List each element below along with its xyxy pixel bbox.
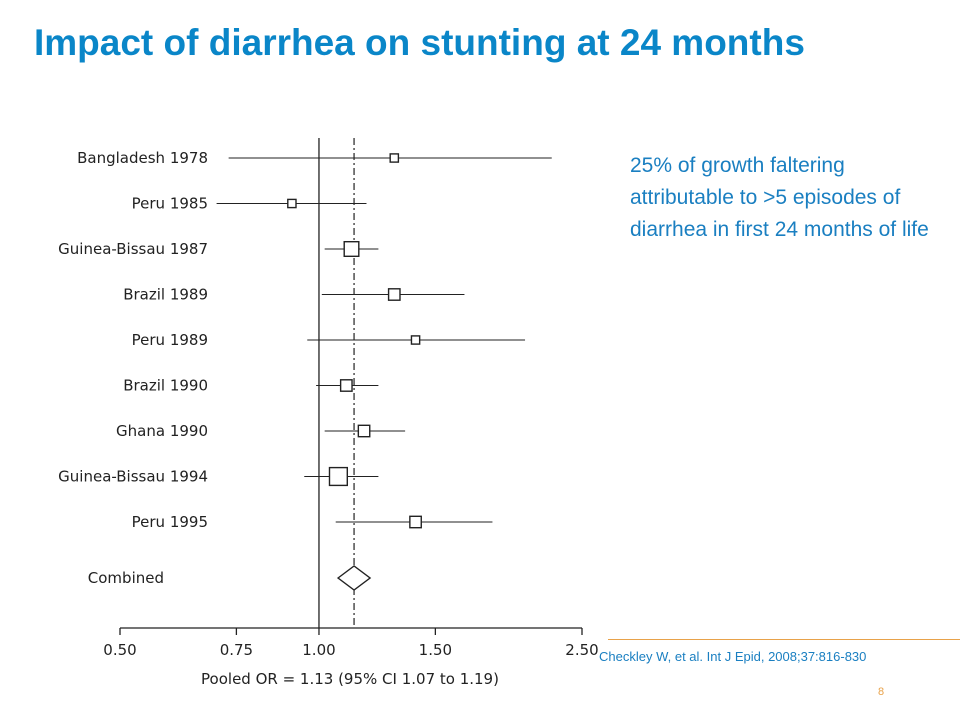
x-tick-label: 0.75 xyxy=(220,641,253,659)
study-label: Guinea-Bissau 1994 xyxy=(58,468,208,486)
point-estimate-square xyxy=(357,424,371,438)
x-tick-label: 1.50 xyxy=(419,641,452,659)
point-estimate-square xyxy=(389,153,400,163)
plot-axes: 0.50 0.75 1.00 1.50 2.50 xyxy=(103,138,599,659)
plot-marks xyxy=(216,153,552,591)
page-title: Impact of diarrhea on stunting at 24 mon… xyxy=(34,22,805,63)
callout-text: 25% of growth faltering attributable to … xyxy=(630,154,929,241)
point-estimate-square xyxy=(339,379,353,392)
study-label: Brazil 1990 xyxy=(123,377,208,395)
point-estimate-square xyxy=(410,335,421,345)
x-tick-label: 2.50 xyxy=(565,641,598,659)
plot-labels: Bangladesh 1978 Peru 1985 Guinea-Bissau 19… xyxy=(58,149,208,587)
combined-diamond xyxy=(336,565,372,591)
study-label: Peru 1989 xyxy=(132,331,208,349)
study-label: Ghana 1990 xyxy=(116,422,208,440)
page-number: 8 xyxy=(878,686,885,698)
study-label: Brazil 1989 xyxy=(123,286,208,304)
citation: Checkley W, et al. Int J Epid, 2008;37:8… xyxy=(599,649,867,664)
point-estimate-square xyxy=(387,288,401,301)
x-axis-caption: Pooled OR = 1.13 (95% CI 1.07 to 1.19) xyxy=(201,670,499,688)
combined-label: Combined xyxy=(88,569,164,587)
study-label: Peru 1985 xyxy=(132,195,208,213)
point-estimate-square xyxy=(287,198,297,209)
study-label: Bangladesh 1978 xyxy=(77,149,208,167)
study-label: Peru 1995 xyxy=(132,513,208,531)
study-label: Guinea-Bissau 1987 xyxy=(58,240,208,258)
x-tick-label: 0.50 xyxy=(103,641,136,659)
point-estimate-square xyxy=(328,466,348,487)
point-estimate-square xyxy=(343,240,360,257)
divider-rule xyxy=(608,639,960,640)
x-tick-label: 1.00 xyxy=(302,641,335,659)
point-estimate-square xyxy=(409,515,422,529)
